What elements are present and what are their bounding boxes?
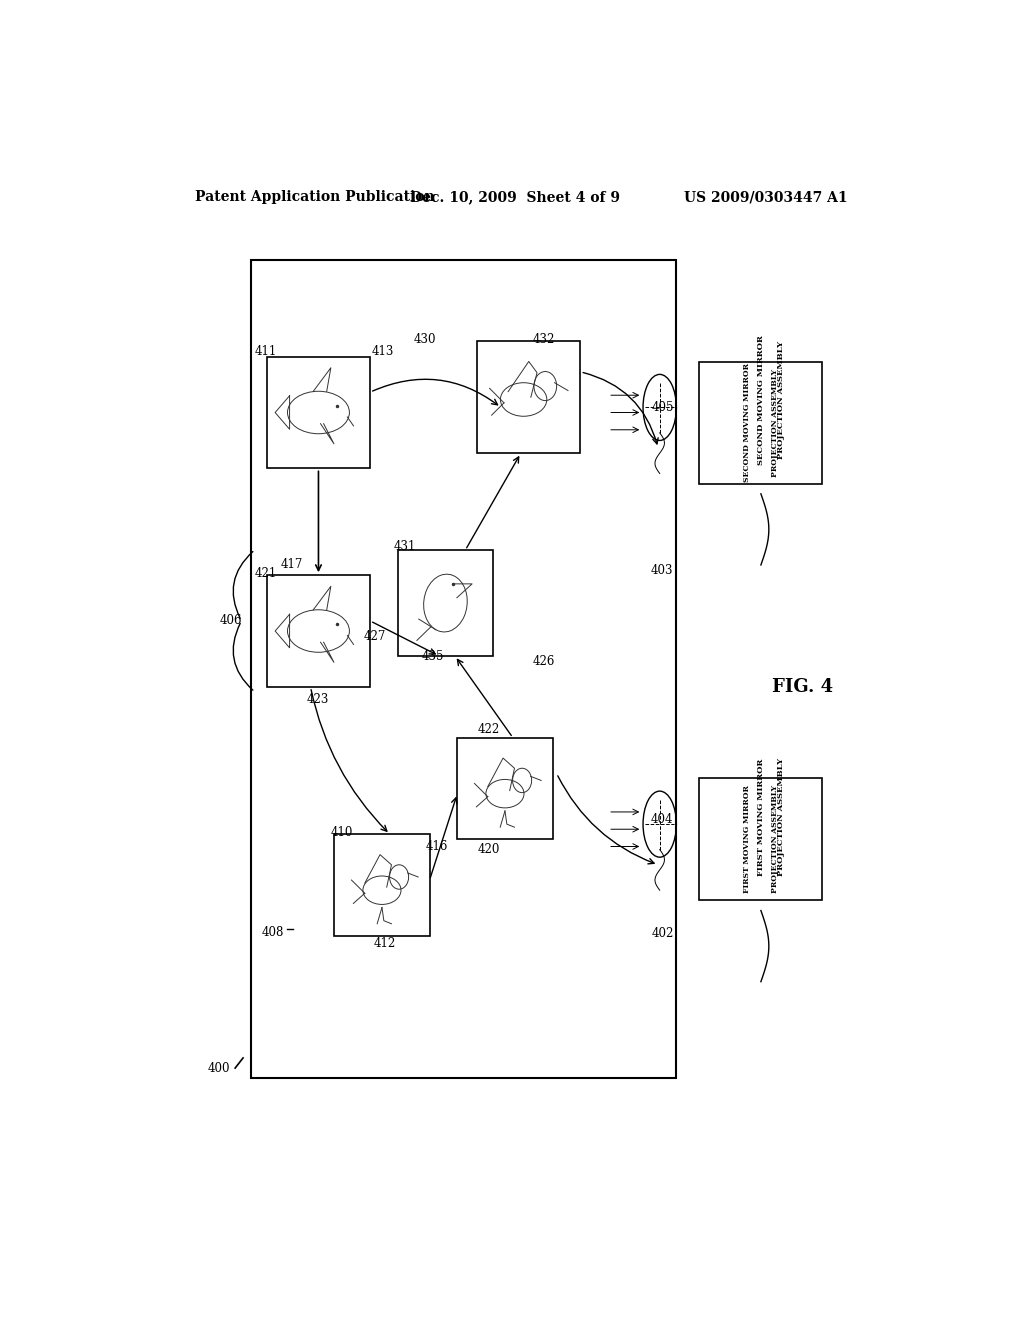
Text: PROJECTION ASSEMBLY: PROJECTION ASSEMBLY xyxy=(771,368,779,477)
Text: 408: 408 xyxy=(261,927,284,940)
Text: PROJECTION ASSEMBLY: PROJECTION ASSEMBLY xyxy=(777,758,784,876)
Bar xyxy=(267,576,370,686)
Bar xyxy=(397,549,494,656)
Text: Patent Application Publication: Patent Application Publication xyxy=(196,190,435,205)
Text: 435: 435 xyxy=(422,649,444,663)
Text: Dec. 10, 2009  Sheet 4 of 9: Dec. 10, 2009 Sheet 4 of 9 xyxy=(410,190,620,205)
Bar xyxy=(458,738,553,840)
Text: 417: 417 xyxy=(281,558,303,572)
Text: 423: 423 xyxy=(306,693,329,706)
Text: FIG. 4: FIG. 4 xyxy=(772,678,834,696)
Text: 413: 413 xyxy=(372,345,394,358)
Text: 422: 422 xyxy=(477,723,500,737)
Text: 431: 431 xyxy=(394,540,416,553)
Text: 404: 404 xyxy=(650,813,673,825)
Text: FIRST MOVING MIRROR: FIRST MOVING MIRROR xyxy=(757,758,765,875)
Text: 405: 405 xyxy=(652,401,674,414)
Text: 410: 410 xyxy=(331,826,352,838)
Bar xyxy=(267,356,370,469)
Text: 426: 426 xyxy=(532,655,555,668)
Text: 403: 403 xyxy=(650,564,673,577)
Text: 400: 400 xyxy=(207,1061,229,1074)
Text: 402: 402 xyxy=(652,928,674,940)
Text: PROJECTION ASSEMBLY: PROJECTION ASSEMBLY xyxy=(777,342,784,459)
Bar xyxy=(699,779,822,900)
Text: 411: 411 xyxy=(255,345,278,358)
Text: SECOND MOVING MIRROR: SECOND MOVING MIRROR xyxy=(757,335,765,465)
Text: FIRST MOVING MIRROR: FIRST MOVING MIRROR xyxy=(742,785,751,894)
Bar xyxy=(251,260,676,1078)
Text: US 2009/0303447 A1: US 2009/0303447 A1 xyxy=(684,190,847,205)
Text: 420: 420 xyxy=(477,843,500,857)
Bar xyxy=(477,342,581,453)
Text: PROJECTION ASSEMBLY: PROJECTION ASSEMBLY xyxy=(771,785,779,894)
Text: 427: 427 xyxy=(364,630,386,643)
Text: 421: 421 xyxy=(255,566,278,579)
Text: 416: 416 xyxy=(426,840,447,853)
Bar xyxy=(699,362,822,483)
Bar xyxy=(334,834,430,936)
Text: SECOND MOVING MIRROR: SECOND MOVING MIRROR xyxy=(742,363,751,482)
Text: 412: 412 xyxy=(374,937,396,949)
Text: 432: 432 xyxy=(532,333,555,346)
Text: 406: 406 xyxy=(219,614,242,627)
Text: 430: 430 xyxy=(414,333,436,346)
